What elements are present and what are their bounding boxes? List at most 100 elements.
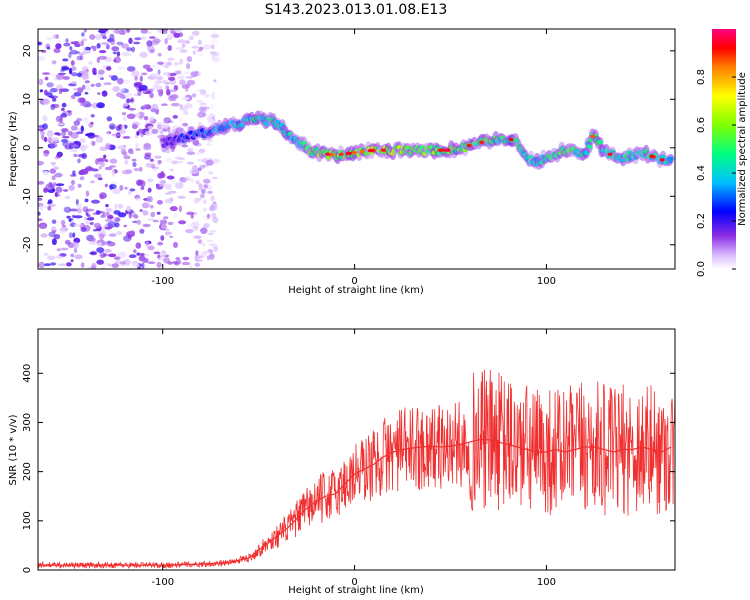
heatmap-noise-cell: [47, 205, 52, 211]
heatmap-noise-cell: [60, 113, 68, 118]
heatmap-noise-cell: [108, 123, 116, 130]
heatmap-noise-cell: [207, 190, 214, 194]
heatmap-noise-cell: [135, 242, 142, 249]
heatmap-x-tick-label: -100: [151, 276, 174, 287]
heatmap-noise-cell: [210, 195, 215, 202]
heatmap-noise-cell: [157, 61, 164, 65]
heatmap-noise-cell: [128, 212, 132, 219]
heatmap-noise-cell: [135, 142, 139, 149]
heatmap-noise-cell: [88, 240, 97, 245]
heatmap-noise-cell: [177, 75, 183, 80]
heatmap-noise-cell: [198, 183, 203, 189]
heatmap-noise-cell: [53, 48, 61, 54]
heatmap-noise-cell: [175, 256, 181, 261]
heatmap-noise-cell: [131, 158, 137, 162]
heatmap-noise-cell: [146, 40, 153, 47]
heatmap-noise-cell: [178, 205, 182, 213]
heatmap-noise-cell: [132, 161, 137, 168]
heatmap-noise-cell: [164, 192, 172, 195]
heatmap-noise-cell: [145, 240, 149, 247]
heatmap-noise-cell: [82, 50, 91, 54]
heatmap-noise-cell: [68, 184, 75, 191]
heatmap-noise-cell: [100, 42, 109, 45]
heatmap-noise-cell: [171, 160, 179, 165]
heatmap-noise-cell: [80, 262, 85, 268]
snr-x-tick-label: 100: [537, 577, 556, 588]
heatmap-noise-cell: [84, 80, 90, 84]
heatmap-noise-cell: [145, 162, 153, 168]
heatmap-noise-cell: [167, 33, 176, 38]
heatmap-noise-cell: [98, 50, 107, 54]
heatmap-noise-cell: [198, 148, 206, 154]
heatmap-noise-cell: [39, 205, 44, 211]
heatmap-noise-cell: [159, 92, 163, 97]
heatmap-noise-cell: [154, 76, 164, 81]
heatmap-noise-cell: [154, 155, 162, 159]
heatmap-noise-cell: [76, 207, 82, 214]
heatmap-noise-cell: [110, 41, 115, 46]
heatmap-noise-cell: [162, 124, 170, 130]
heatmap-noise-cell: [161, 103, 168, 106]
heatmap-noise-cell: [203, 184, 208, 189]
heatmap-noise-cell: [164, 64, 170, 69]
snr-y-tick-label: 200: [22, 462, 33, 481]
heatmap-noise-cell: [71, 180, 75, 185]
heatmap-noise-cell: [111, 46, 120, 52]
heatmap-noise-cell: [155, 64, 160, 70]
heatmap-noise-cell: [173, 32, 181, 38]
heatmap-noise-cell: [191, 30, 200, 36]
heatmap-noise-cell: [161, 223, 167, 230]
heatmap-noise-cell: [58, 88, 63, 95]
heatmap-noise-cell: [126, 113, 136, 120]
heatmap-noise-cell: [210, 104, 215, 110]
heatmap-noise-cell: [197, 111, 205, 118]
heatmap-noise-cell: [59, 228, 66, 234]
heatmap-noise-cell: [106, 66, 112, 71]
heatmap-noise-cell: [120, 263, 125, 267]
heatmap-noise-cell: [116, 41, 124, 46]
snr-y-tick-label: 100: [22, 511, 33, 530]
heatmap-noise-cell: [89, 222, 94, 225]
heatmap-noise-cell: [103, 82, 112, 86]
heatmap-noise-cell: [63, 42, 71, 47]
heatmap-noise-cell: [109, 158, 118, 164]
heatmap-noise-cell: [129, 230, 136, 235]
heatmap-noise-cell: [177, 157, 186, 160]
heatmap-noise-cell: [62, 135, 70, 139]
heatmap-noise-cell: [90, 237, 96, 242]
heatmap-noise-cell: [54, 172, 63, 178]
heatmap-noise-cell: [80, 144, 86, 152]
heatmap-noise-cell: [82, 117, 89, 124]
heatmap-noise-cell: [145, 88, 154, 93]
heatmap-noise-cell: [164, 198, 173, 204]
heatmap-noise-cell: [105, 204, 109, 208]
heatmap-noise-cell: [96, 102, 105, 109]
heatmap-noise-cell: [38, 56, 46, 62]
colorbar-label: Normalized spectral amplitude: [737, 72, 748, 226]
heatmap-noise-cell: [42, 170, 49, 176]
heatmap-noise-cell: [73, 215, 83, 219]
heatmap-noise-cell: [84, 46, 91, 51]
heatmap-hotspot: [466, 143, 472, 148]
heatmap-noise-cell: [43, 152, 49, 157]
heatmap-noise-cell: [99, 233, 105, 240]
heatmap-noise-cell: [181, 43, 186, 48]
heatmap-hotspot: [508, 138, 514, 142]
heatmap-noise-cell: [73, 247, 78, 254]
heatmap-noise-cell: [44, 76, 49, 81]
heatmap-noise-cell: [38, 160, 44, 166]
heatmap-noise-cell: [181, 261, 191, 266]
heatmap-noise-cell: [165, 231, 172, 235]
heatmap-noise-cell: [193, 221, 199, 227]
heatmap-noise-cell: [167, 72, 171, 79]
heatmap-noise-cell: [107, 241, 116, 247]
heatmap-noise-cell: [157, 53, 162, 57]
heatmap-hotspot: [325, 152, 330, 156]
heatmap-noise-cell: [209, 172, 214, 175]
colorbar: 0.0 0.2 0.4 0.6 0.8 Normalized spectral ampl…: [696, 29, 748, 277]
heatmap-noise-cell: [179, 117, 183, 123]
snr-x-tick-label: -100: [151, 577, 174, 588]
heatmap-noise-cell: [100, 266, 105, 269]
heatmap-noise-cell: [116, 51, 121, 57]
heatmap-noise-cell: [198, 46, 204, 51]
